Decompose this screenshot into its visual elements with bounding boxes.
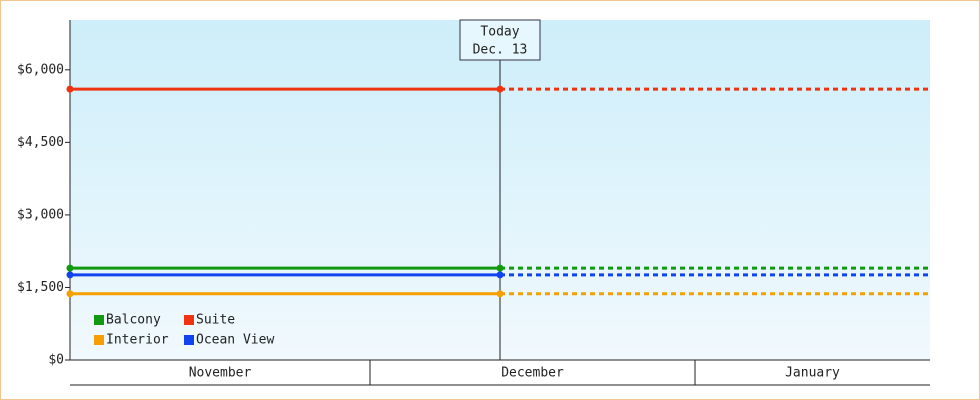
legend-label: Interior [106, 333, 169, 348]
legend-swatch [94, 335, 104, 345]
y-tick-label: $3,000 [17, 207, 64, 222]
today-box [459, 19, 541, 61]
x-tick-label: November [189, 366, 252, 381]
legend-label: Suite [196, 313, 235, 328]
legend-swatch [184, 335, 194, 345]
y-tick-label: $4,500 [17, 135, 64, 150]
point [66, 290, 74, 298]
point [66, 85, 74, 93]
y-tick-label: $6,000 [17, 62, 64, 77]
legend-swatch [94, 315, 104, 325]
point [66, 271, 74, 279]
today-label: Dec. 13 [473, 43, 528, 58]
point [496, 85, 504, 93]
legend-label: Ocean View [196, 333, 274, 348]
y-tick-label: $0 [48, 353, 64, 368]
legend-swatch [184, 315, 194, 325]
x-tick-label: January [785, 366, 840, 381]
x-tick-label: December [501, 366, 564, 381]
legend-label: Balcony [106, 313, 161, 328]
point [66, 264, 74, 272]
point [496, 264, 504, 272]
point [496, 271, 504, 279]
today-label: Today [480, 25, 519, 40]
y-tick-label: $1,500 [17, 280, 64, 295]
point [496, 290, 504, 298]
